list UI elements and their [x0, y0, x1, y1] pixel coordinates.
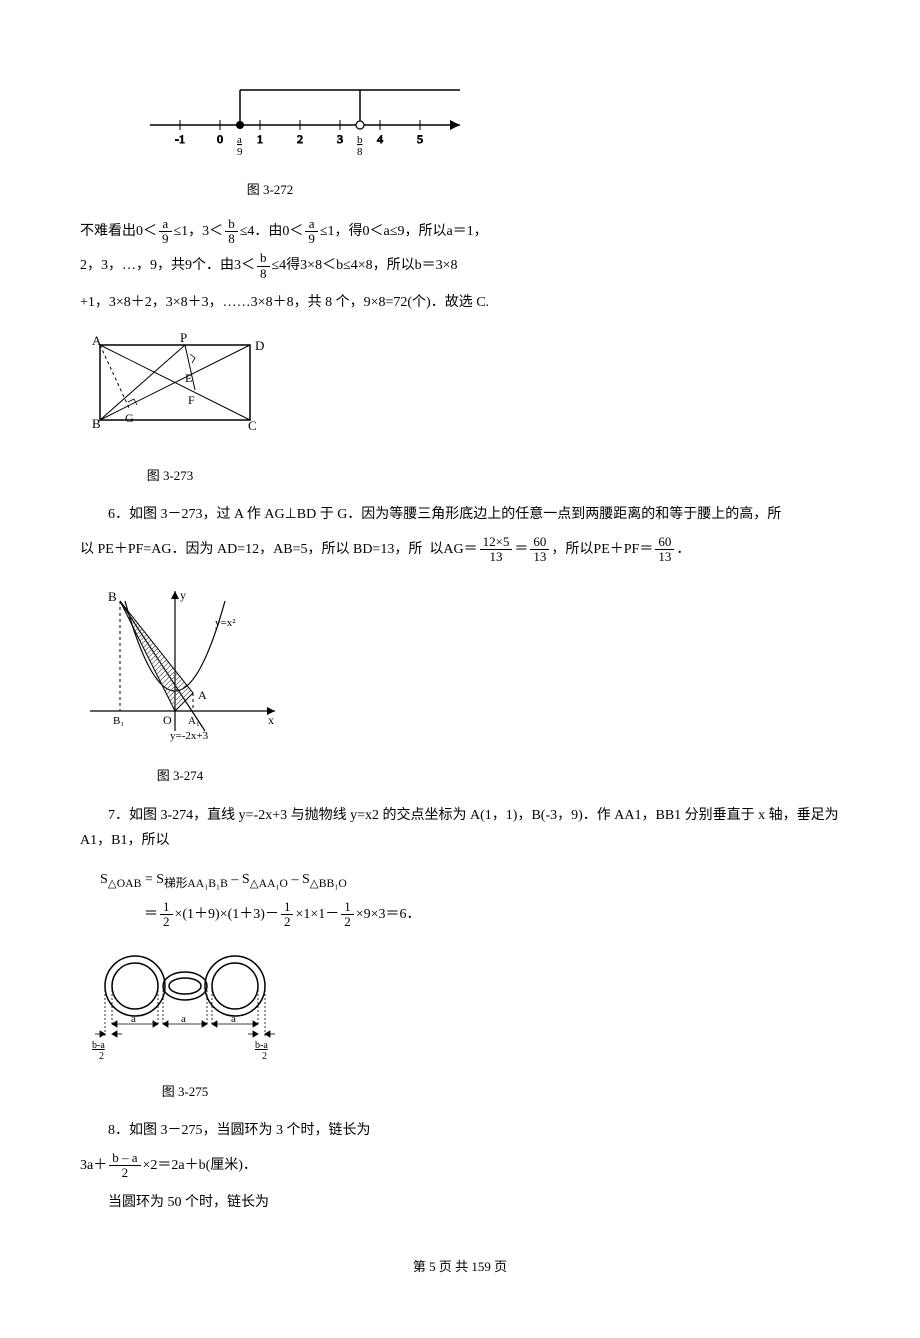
- text: +1，3×8＋2，3×8＋3，……3×8＋8，共 8 个，9×8=72(个)．故…: [80, 295, 489, 310]
- rect-svg: A B C D P E F G: [80, 330, 270, 450]
- figure-rings: a a a b-a 2 b-a 2 图 3-275: [80, 946, 840, 1103]
- text: – S: [228, 872, 250, 887]
- text: 6．如图 3－273，过 A 作 AG⊥BD 于 G．因为等腰三角形底边上的任意…: [108, 507, 781, 522]
- svg-text:4: 4: [377, 132, 383, 146]
- text: ×(1＋9)×(1＋3)－: [175, 907, 279, 922]
- text: – S: [288, 872, 310, 887]
- svg-text:B₁: B₁: [113, 715, 124, 727]
- text: △OAB: [108, 877, 142, 890]
- svg-text:B: B: [92, 416, 101, 431]
- text: 不难看出0＜: [80, 224, 157, 239]
- text: ．: [676, 542, 690, 557]
- svg-text:C: C: [248, 418, 257, 433]
- paragraph-7: 7．如图 3-274，直线 y=-2x+3 与抛物线 y=x2 的交点坐标为 A…: [80, 803, 840, 853]
- svg-text:y: y: [180, 588, 186, 602]
- text: ≤1，得0＜a≤9，所以a＝1，: [320, 224, 488, 239]
- svg-text:2: 2: [297, 132, 303, 146]
- svg-text:-1: -1: [175, 132, 185, 146]
- text: ，所以PE＋PF＝: [551, 542, 653, 557]
- svg-text:A: A: [92, 333, 102, 348]
- figure-rectangle: A B C D P E F G 图 3-273: [80, 330, 840, 487]
- paragraph-8-line1: 8．如图 3－275，当圆环为 3 个时，链长为: [80, 1118, 840, 1143]
- svg-text:D: D: [255, 338, 264, 353]
- text: ×9×3＝6．: [356, 907, 421, 922]
- rings-svg: a a a b-a 2 b-a 2: [80, 946, 310, 1066]
- figure-caption-275: 图 3-275: [80, 1080, 290, 1103]
- text: 8．如图 3－275，当圆环为 3 个时，链长为: [108, 1123, 371, 1138]
- svg-text:a: a: [237, 134, 242, 146]
- equation-7: S△OAB = S梯形AA₁B₁B – S△AA₁O – S△BB₁O ＝12×…: [100, 863, 840, 931]
- figure-caption-273: 图 3-273: [80, 464, 260, 487]
- svg-text:a: a: [131, 1013, 136, 1025]
- text: ≤4．由0＜: [240, 224, 304, 239]
- text: 以AG＝: [429, 542, 477, 557]
- figure-parabola: B A O A₁ B₁ x y y=x² y=-2x+3 图 3-274: [80, 581, 840, 788]
- text: ×1×1－: [295, 907, 339, 922]
- text: ≤1，3＜: [174, 224, 224, 239]
- paragraph-5-line2: 2，3，…，9，共9个．由3＜b8≤4得3×8＜b≤4×8，所以b＝3×8: [80, 251, 840, 282]
- svg-text:9: 9: [237, 146, 243, 158]
- figure-numberline: -1 0 1 2 3 4 5 a 9 b 8 图 3-272: [140, 75, 840, 202]
- svg-text:A: A: [198, 688, 207, 702]
- svg-text:O: O: [163, 713, 172, 727]
- svg-text:A₁: A₁: [188, 715, 200, 727]
- equation-8: 3a＋b – a2×2＝2a＋b(厘米)．: [80, 1151, 840, 1182]
- svg-text:B: B: [108, 589, 117, 604]
- text: 3a＋: [80, 1158, 107, 1173]
- svg-text:F: F: [188, 393, 195, 407]
- svg-text:y=-2x+3: y=-2x+3: [170, 730, 209, 742]
- svg-text:a: a: [181, 1013, 186, 1025]
- text: 以 PE＋PF=AG．因为 AD=12，AB=5，所以 BD=13，所: [80, 542, 422, 557]
- svg-text:5: 5: [417, 132, 423, 146]
- svg-text:2: 2: [262, 1051, 267, 1062]
- svg-text:0: 0: [217, 132, 223, 146]
- text: △AA₁O: [250, 877, 288, 890]
- parabola-svg: B A O A₁ B₁ x y y=x² y=-2x+3: [80, 581, 290, 751]
- paragraph-5-line1: 不难看出0＜a9≤1，3＜b8≤4．由0＜a9≤1，得0＜a≤9，所以a＝1，: [80, 217, 840, 248]
- svg-text:G: G: [125, 411, 134, 425]
- svg-text:3: 3: [337, 132, 343, 146]
- text: ＝: [514, 542, 528, 557]
- svg-text:1: 1: [257, 132, 263, 146]
- paragraph-8-line2: 当圆环为 50 个时，链长为: [80, 1190, 840, 1215]
- figure-caption-272: 图 3-272: [140, 178, 400, 201]
- svg-text:E: E: [185, 371, 192, 385]
- text: = S: [141, 872, 164, 887]
- svg-text:y=x²: y=x²: [215, 617, 236, 629]
- svg-text:P: P: [180, 330, 187, 345]
- text: 梯形AA₁B₁B: [164, 877, 228, 890]
- paragraph-6-line1: 6．如图 3－273，过 A 作 AG⊥BD 于 G．因为等腰三角形底边上的任意…: [80, 502, 840, 527]
- svg-text:8: 8: [357, 146, 363, 158]
- svg-text:a: a: [231, 1013, 236, 1025]
- text: 7．如图 3-274，直线 y=-2x+3 与抛物线 y=x2 的交点坐标为 A…: [80, 808, 839, 848]
- text: ≤4得3×8＜b≤4×8，所以b＝3×8: [272, 258, 458, 273]
- paragraph-6-line2: 以 PE＋PF=AG．因为 AD=12，AB=5，所以 BD=13，所 以AG＝…: [80, 535, 840, 566]
- numberline-svg: -1 0 1 2 3 4 5 a 9 b 8: [140, 75, 480, 165]
- svg-text:b-a: b-a: [255, 1040, 268, 1051]
- paragraph-5-line3: +1，3×8＋2，3×8＋3，……3×8＋8，共 8 个，9×8=72(个)．故…: [80, 290, 840, 315]
- svg-text:2: 2: [99, 1051, 104, 1062]
- page-footer: 第 5 页 共 159 页: [80, 1255, 840, 1278]
- text: S: [100, 872, 108, 887]
- text: ＝: [144, 907, 158, 922]
- svg-text:b: b: [357, 134, 363, 146]
- text: ×2＝2a＋b(厘米)．: [143, 1158, 257, 1173]
- svg-text:x: x: [268, 713, 274, 727]
- svg-text:b-a: b-a: [92, 1040, 105, 1051]
- text: 2，3，…，9，共9个．由3＜: [80, 258, 255, 273]
- text: △BB₁O: [310, 877, 347, 890]
- text: 当圆环为 50 个时，链长为: [108, 1195, 269, 1210]
- figure-caption-274: 图 3-274: [80, 764, 280, 787]
